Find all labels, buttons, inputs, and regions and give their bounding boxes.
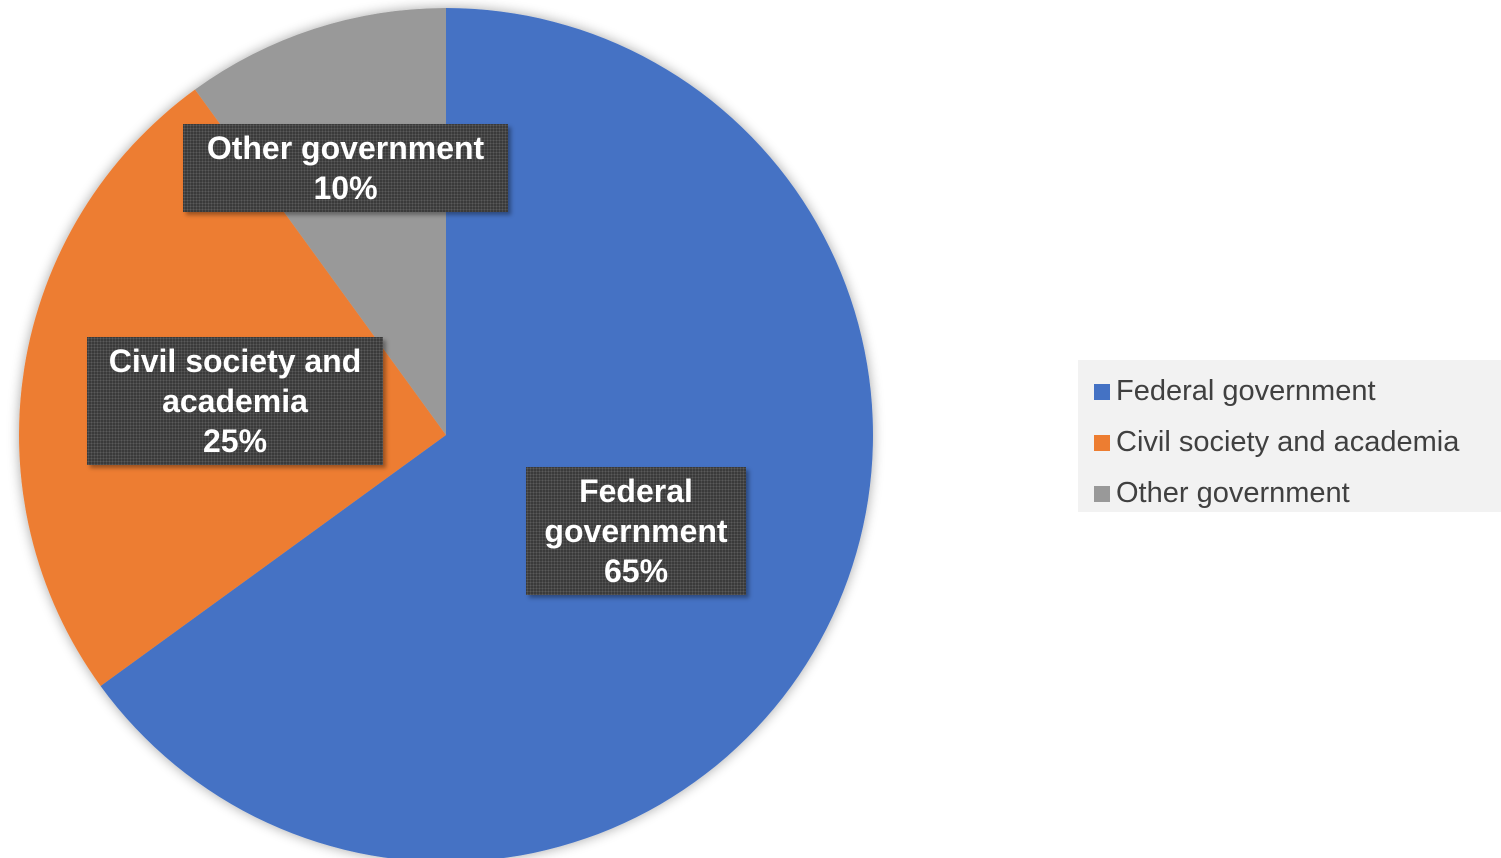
data-label-line: academia xyxy=(162,383,308,419)
data-label-line: Civil society and xyxy=(108,343,362,379)
data-label-other-government: Other government 10% xyxy=(183,124,508,212)
legend-item-federal-government[interactable]: Federal government xyxy=(1094,366,1501,417)
data-label-civil-society-and-academia: Civil society and academia 25% xyxy=(87,337,383,465)
legend-swatch xyxy=(1094,383,1110,400)
pie-slice-other-government[interactable] xyxy=(195,8,446,435)
legend-label: Civil society and academia xyxy=(1116,426,1460,458)
legend-label: Other government xyxy=(1116,477,1350,509)
legend-swatch xyxy=(1094,434,1110,451)
data-label-line: Federal xyxy=(579,473,693,509)
data-label-value: 25% xyxy=(202,423,268,459)
chart-legend: Federal government Civil society and aca… xyxy=(1078,360,1501,512)
data-label-line: government xyxy=(544,513,728,549)
data-label-federal-government: Federal government 65% xyxy=(526,467,746,595)
data-label-value: 10% xyxy=(313,170,378,206)
data-label-line: Other government xyxy=(206,130,485,166)
legend-item-civil-society-and-academia[interactable]: Civil society and academia xyxy=(1094,417,1501,468)
legend-label: Federal government xyxy=(1116,375,1376,407)
legend-item-other-government[interactable]: Other government xyxy=(1094,468,1501,519)
pie-slice-federal-government[interactable] xyxy=(100,8,873,858)
legend-swatch xyxy=(1094,485,1110,502)
data-label-value: 65% xyxy=(603,553,669,589)
